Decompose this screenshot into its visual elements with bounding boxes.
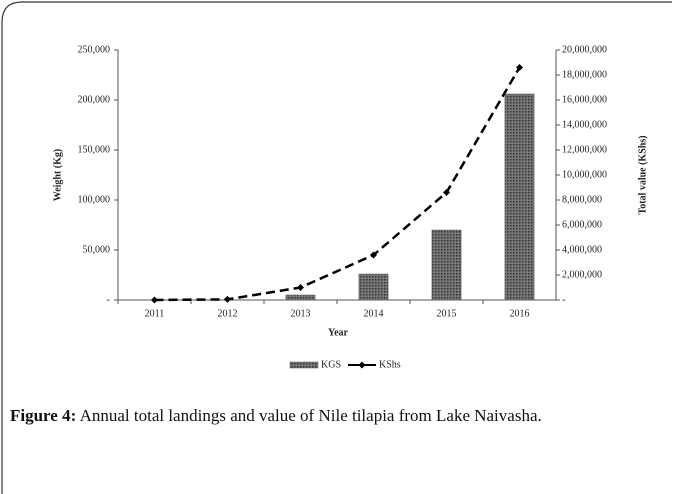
x-tick-label: 2013 bbox=[291, 308, 311, 319]
line bbox=[154, 66, 521, 302]
y-tick-label: 250,000 bbox=[78, 44, 111, 55]
y2-tick-label: 4,000,000 bbox=[562, 244, 602, 255]
y2-tick-label: 18,000,000 bbox=[562, 69, 607, 80]
bar bbox=[431, 229, 462, 301]
y2-tick-label: 10,000,000 bbox=[562, 169, 607, 180]
x-tick-label: 2011 bbox=[145, 308, 165, 319]
bar bbox=[504, 93, 535, 301]
y2-tick-label: - bbox=[562, 294, 565, 305]
x-tick-label: 2016 bbox=[510, 308, 530, 319]
x-tick-label: 2014 bbox=[364, 308, 384, 319]
y-tick-label: 150,000 bbox=[78, 144, 111, 155]
caption-label: Figure 4: bbox=[10, 406, 77, 425]
legend-label: KShs bbox=[379, 359, 401, 370]
legend-marker bbox=[358, 361, 366, 369]
line-marker bbox=[224, 295, 231, 303]
y2-tick-label: 8,000,000 bbox=[562, 194, 602, 205]
y-tick-label: 100,000 bbox=[78, 194, 111, 205]
y-axis-title: Weight (Kg) bbox=[52, 149, 63, 202]
bar bbox=[358, 273, 389, 301]
bar bbox=[285, 294, 316, 301]
line-marker bbox=[297, 284, 304, 291]
line-marker bbox=[443, 189, 450, 196]
x-tick-label: 2012 bbox=[218, 308, 238, 319]
y2-tick-label: 2,000,000 bbox=[562, 269, 602, 280]
y2-tick-label: 20,000,000 bbox=[562, 44, 607, 55]
legend-label: KGS bbox=[321, 359, 341, 370]
y2-tick-label: 6,000,000 bbox=[562, 219, 602, 230]
y2-axis-title: Total value (KShs) bbox=[637, 135, 648, 214]
x-axis-title: Year bbox=[328, 327, 349, 338]
y2-tick-label: 12,000,000 bbox=[562, 144, 607, 155]
y-tick-label: 200,000 bbox=[78, 94, 111, 105]
line-marker bbox=[370, 251, 377, 259]
y2-tick-label: 16,000,000 bbox=[562, 94, 607, 105]
y-tick-label: - bbox=[107, 294, 110, 305]
y-tick-label: 50,000 bbox=[83, 244, 111, 255]
line-marker bbox=[516, 64, 523, 71]
caption-text: Annual total landings and value of Nile … bbox=[76, 406, 542, 425]
caption: Figure 4: Annual total landings and valu… bbox=[10, 403, 666, 429]
legend-swatch bbox=[289, 361, 319, 369]
line-marker bbox=[151, 296, 158, 304]
y2-tick-label: 14,000,000 bbox=[562, 119, 607, 130]
x-tick-label: 2015 bbox=[437, 308, 457, 319]
